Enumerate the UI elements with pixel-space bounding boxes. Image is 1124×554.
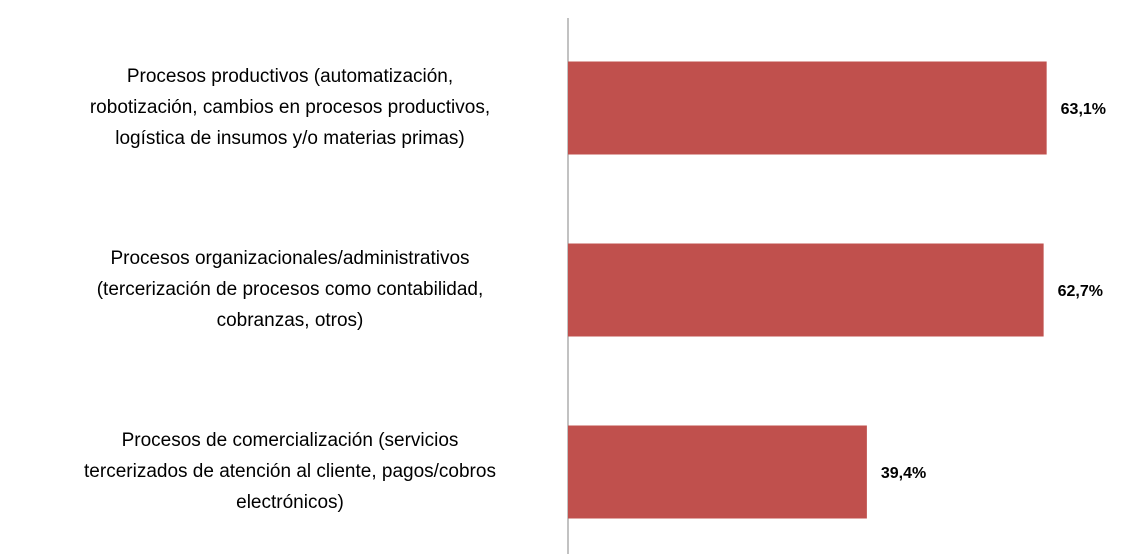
bar	[568, 425, 867, 519]
category-label: Procesos de comercialización (servicios	[122, 430, 459, 451]
category-label: (tercerización de procesos como contabil…	[97, 279, 484, 300]
category-label: cobranzas, otros)	[217, 310, 364, 331]
category-label: Procesos productivos (automatización,	[127, 66, 453, 87]
value-label: 62,7%	[1058, 283, 1103, 300]
category-label: Procesos organizacionales/administrativo…	[110, 248, 469, 269]
category-label: electrónicos)	[236, 492, 344, 513]
category-label: robotización, cambios en procesos produc…	[90, 97, 490, 118]
category-label: tercerizados de atención al cliente, pag…	[84, 461, 496, 482]
bar	[568, 61, 1047, 155]
value-label: 39,4%	[881, 465, 926, 482]
bar	[568, 243, 1044, 337]
value-label: 63,1%	[1061, 101, 1106, 118]
category-label: logística de insumos y/o materias primas…	[115, 128, 465, 149]
